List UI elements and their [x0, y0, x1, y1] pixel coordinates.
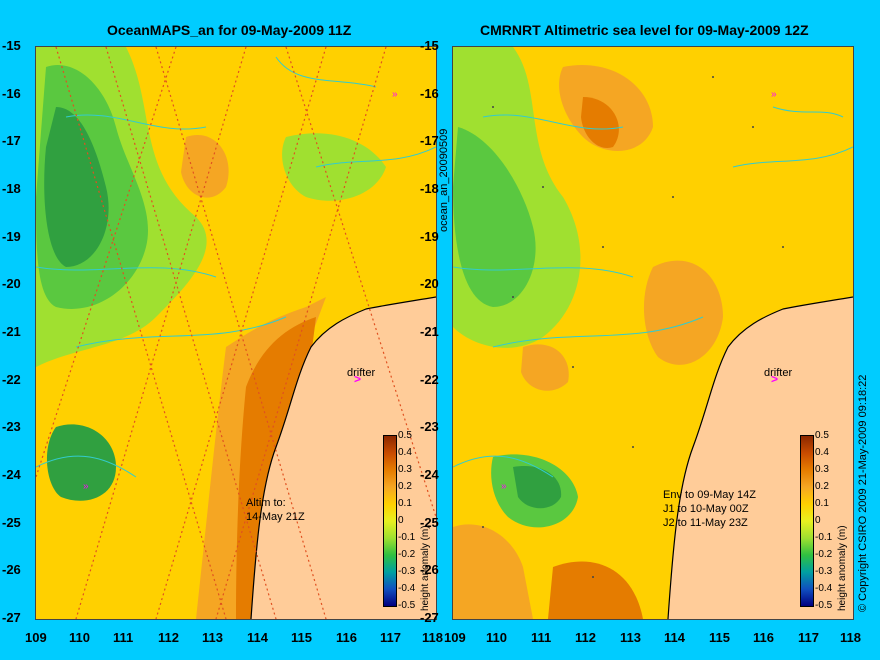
coastline — [667, 296, 853, 619]
contour-lines — [36, 56, 436, 478]
right-colorbar — [800, 435, 814, 607]
orange-anomaly-center — [181, 135, 229, 198]
right-map[interactable]: » » > drifter Env to 09-May 14Z J1 to 10… — [452, 46, 854, 620]
dark-orange-anomaly-south — [548, 561, 643, 619]
orange-anomaly-east — [643, 260, 723, 365]
coastline — [250, 296, 436, 619]
left-drifter-label: drifter — [347, 367, 376, 379]
drifter-track-right: » — [771, 89, 777, 100]
left-map-title: OceanMAPS_an for 09-May-2009 11Z — [107, 22, 352, 38]
dark-green-anomaly-south — [513, 466, 562, 509]
dark-green-anomaly — [44, 107, 109, 267]
right-drifter-label: drifter — [764, 367, 793, 379]
observation-points — [482, 76, 784, 578]
right-map-title: CMRNRT Altimetric sea level for 09-May-2… — [480, 22, 809, 38]
green-anomaly-east — [282, 133, 386, 201]
contour-lines — [453, 106, 853, 478]
dark-orange-anomaly-north — [581, 97, 619, 148]
drifter-track-left-south: » — [83, 481, 89, 492]
left-map-canvas: » » > — [36, 47, 436, 619]
right-colorbar-label: height anomaly (m) — [837, 525, 848, 611]
drifter-arrow-left: > — [354, 372, 361, 386]
drifter-track-left: » — [392, 89, 398, 100]
drifter-track-right-south: » — [501, 481, 507, 492]
left-map[interactable]: » » > drifter Altim to: 14-May 21Z 0.5 0… — [35, 46, 437, 620]
right-note-line1: Env to 09-May 14Z — [663, 489, 756, 501]
drifter-arrow-right: > — [771, 372, 778, 386]
right-map-canvas: » » > — [453, 47, 853, 619]
green-anomaly-south — [46, 424, 117, 501]
left-note-line1: Altim to: — [246, 497, 286, 509]
left-note-line2: 14-May 21Z — [246, 511, 305, 523]
orange-anomaly-southwest — [453, 524, 533, 619]
copyright-label: © Copyright CSIRO 2009 21-May-2009 09:18… — [857, 374, 869, 612]
right-note-line3: J2 to 11-May 23Z — [663, 517, 748, 529]
altimeter-tracks — [36, 47, 436, 619]
right-note-line2: J1 to 10-May 00Z — [663, 503, 749, 515]
left-colorbar — [383, 435, 397, 607]
green-anomaly-core — [453, 127, 536, 307]
orange-anomaly-west — [521, 344, 569, 391]
